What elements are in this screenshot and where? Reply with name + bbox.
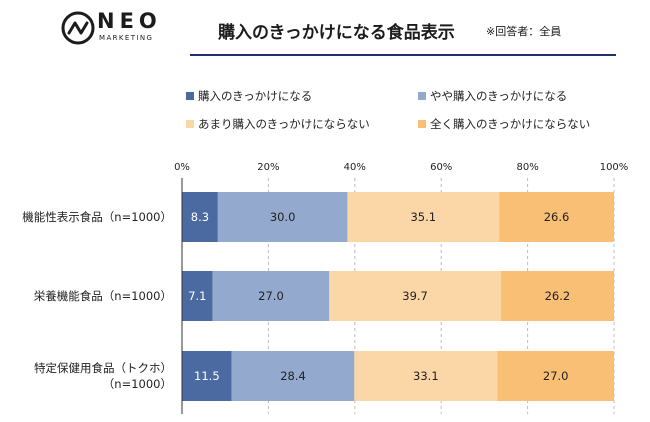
bar-value-label: 33.1	[413, 369, 439, 383]
category-label: 栄養機能食品（n=1000）	[34, 289, 172, 303]
category-label: （n=1000）	[103, 377, 172, 391]
x-tick-label: 40%	[344, 162, 366, 173]
bar-segment	[182, 351, 232, 401]
chart-title: 購入のきっかけになる食品表示	[218, 23, 455, 43]
bar-segment	[354, 351, 498, 401]
bar-segment	[217, 192, 348, 242]
x-tick-label: 60%	[430, 162, 452, 173]
category-label: 機能性表示食品（n=1000）	[22, 210, 172, 224]
logo-name: NEO	[97, 9, 162, 33]
legend-label: やや購入のきっかけになる	[430, 89, 567, 103]
bar-value-label: 7.1	[188, 289, 206, 303]
bar-segment	[182, 271, 213, 321]
neo-marketing-logo-icon	[61, 11, 95, 45]
bar-value-label: 8.3	[191, 210, 209, 224]
legend-label: 購入のきっかけになる	[198, 89, 312, 103]
legend-label: あまり購入のきっかけにならない	[198, 117, 370, 131]
bar-segment	[182, 192, 218, 242]
x-tick-label: 100%	[600, 162, 629, 173]
legend-swatch	[186, 92, 194, 100]
x-tick-label: 0%	[174, 162, 190, 173]
bar-segment	[497, 351, 614, 401]
bar-value-label: 39.7	[402, 289, 428, 303]
bar-segment	[500, 271, 614, 321]
x-tick-label: 20%	[257, 162, 279, 173]
logo	[60, 8, 180, 52]
legend-swatch	[186, 120, 194, 128]
bar-value-label: 30.0	[270, 210, 296, 224]
bar-value-label: 11.5	[194, 369, 220, 383]
logo-subtext: MARKETING	[99, 34, 154, 42]
bar-value-label: 26.2	[545, 289, 571, 303]
bar-value-label: 27.0	[543, 369, 569, 383]
bar-segment	[347, 192, 500, 242]
x-tick-label: 80%	[516, 162, 538, 173]
chart-subtitle: ※回答者：全員	[486, 25, 562, 38]
bar-value-label: 28.4	[280, 369, 306, 383]
legend-label: 全く購入のきっかけにならない	[430, 117, 590, 131]
bar-value-label: 27.0	[258, 289, 284, 303]
bar-segment	[212, 271, 330, 321]
bar-segment	[231, 351, 355, 401]
bar-value-label: 35.1	[410, 210, 436, 224]
bar-value-label: 26.6	[544, 210, 570, 224]
bar-segment	[329, 271, 501, 321]
title-divider	[190, 54, 616, 56]
legend-swatch	[418, 120, 426, 128]
legend-swatch	[418, 92, 426, 100]
category-label: 特定保健用食品（トクホ）	[34, 361, 172, 375]
bar-segment	[499, 192, 614, 242]
